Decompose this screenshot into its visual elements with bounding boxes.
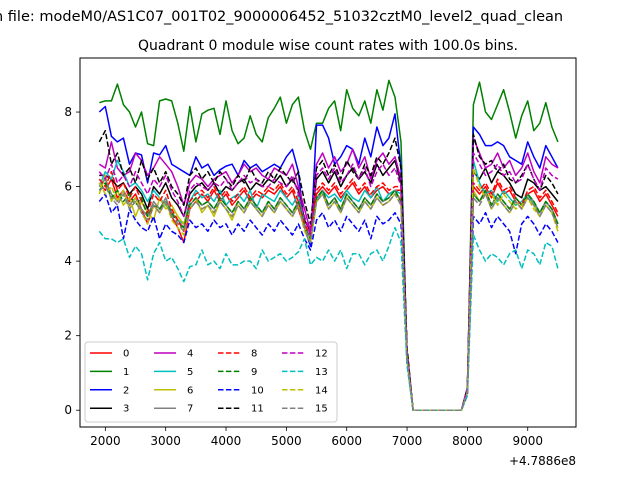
x-tick-label: 4000 bbox=[211, 434, 242, 448]
series-line-8 bbox=[98, 170, 559, 411]
x-tick-label: 5000 bbox=[271, 434, 302, 448]
legend-label-11: 11 bbox=[251, 404, 264, 415]
figure-suptitle: n file: modeM0/AS1C07_001T02_9000006452_… bbox=[0, 9, 563, 25]
x-offset-label: +4.7886e8 bbox=[509, 454, 576, 468]
series-line-12 bbox=[98, 152, 559, 411]
legend-label-15: 15 bbox=[315, 404, 328, 415]
x-tick-label: 8000 bbox=[452, 434, 483, 448]
y-tick-label: 2 bbox=[64, 329, 72, 343]
legend-label-5: 5 bbox=[187, 367, 193, 378]
legend-label-4: 4 bbox=[187, 349, 193, 360]
series-line-3 bbox=[99, 159, 559, 411]
legend-label-12: 12 bbox=[315, 349, 328, 360]
series-line-15 bbox=[98, 185, 559, 411]
x-tick-label: 9000 bbox=[512, 434, 543, 448]
x-tick-label: 3000 bbox=[150, 434, 181, 448]
y-tick-label: 0 bbox=[64, 403, 72, 417]
series-line-0 bbox=[98, 178, 559, 411]
x-tick-label: 2000 bbox=[90, 434, 121, 448]
legend-label-6: 6 bbox=[187, 385, 193, 396]
y-tick-label: 8 bbox=[64, 105, 72, 119]
legend-label-7: 7 bbox=[187, 404, 193, 415]
series-line-9 bbox=[98, 182, 559, 411]
legend-label-2: 2 bbox=[123, 385, 129, 396]
axes-frame bbox=[79, 57, 577, 428]
legend-label-9: 9 bbox=[251, 367, 257, 378]
y-tick-label: 6 bbox=[64, 180, 72, 194]
series-line-1 bbox=[99, 79, 559, 411]
x-tick-label: 7000 bbox=[392, 434, 423, 448]
series-line-13 bbox=[98, 226, 559, 411]
axes: 2000 3000 4000 5000 6000 7000 8000 9000 0 2 4 6 8 bbox=[64, 105, 543, 448]
legend-label-10: 10 bbox=[251, 385, 264, 396]
legend-box bbox=[84, 341, 338, 423]
series-line-4 bbox=[98, 137, 559, 411]
y-tick-label: 4 bbox=[64, 254, 72, 268]
legend-label-14: 14 bbox=[315, 385, 328, 396]
series-line-10 bbox=[98, 193, 559, 411]
legend-label-0: 0 bbox=[123, 349, 129, 360]
legend-label-3: 3 bbox=[123, 404, 129, 415]
legend-label-13: 13 bbox=[315, 367, 328, 378]
legend-label-1: 1 bbox=[123, 367, 129, 378]
series-line-2 bbox=[98, 105, 559, 411]
series-line-11 bbox=[98, 129, 559, 411]
x-tick-label: 6000 bbox=[331, 434, 362, 448]
plot-lines bbox=[98, 79, 559, 411]
legend-label-8: 8 bbox=[251, 349, 257, 360]
chart-title: Quadrant 0 module wise count rates with … bbox=[138, 38, 518, 54]
